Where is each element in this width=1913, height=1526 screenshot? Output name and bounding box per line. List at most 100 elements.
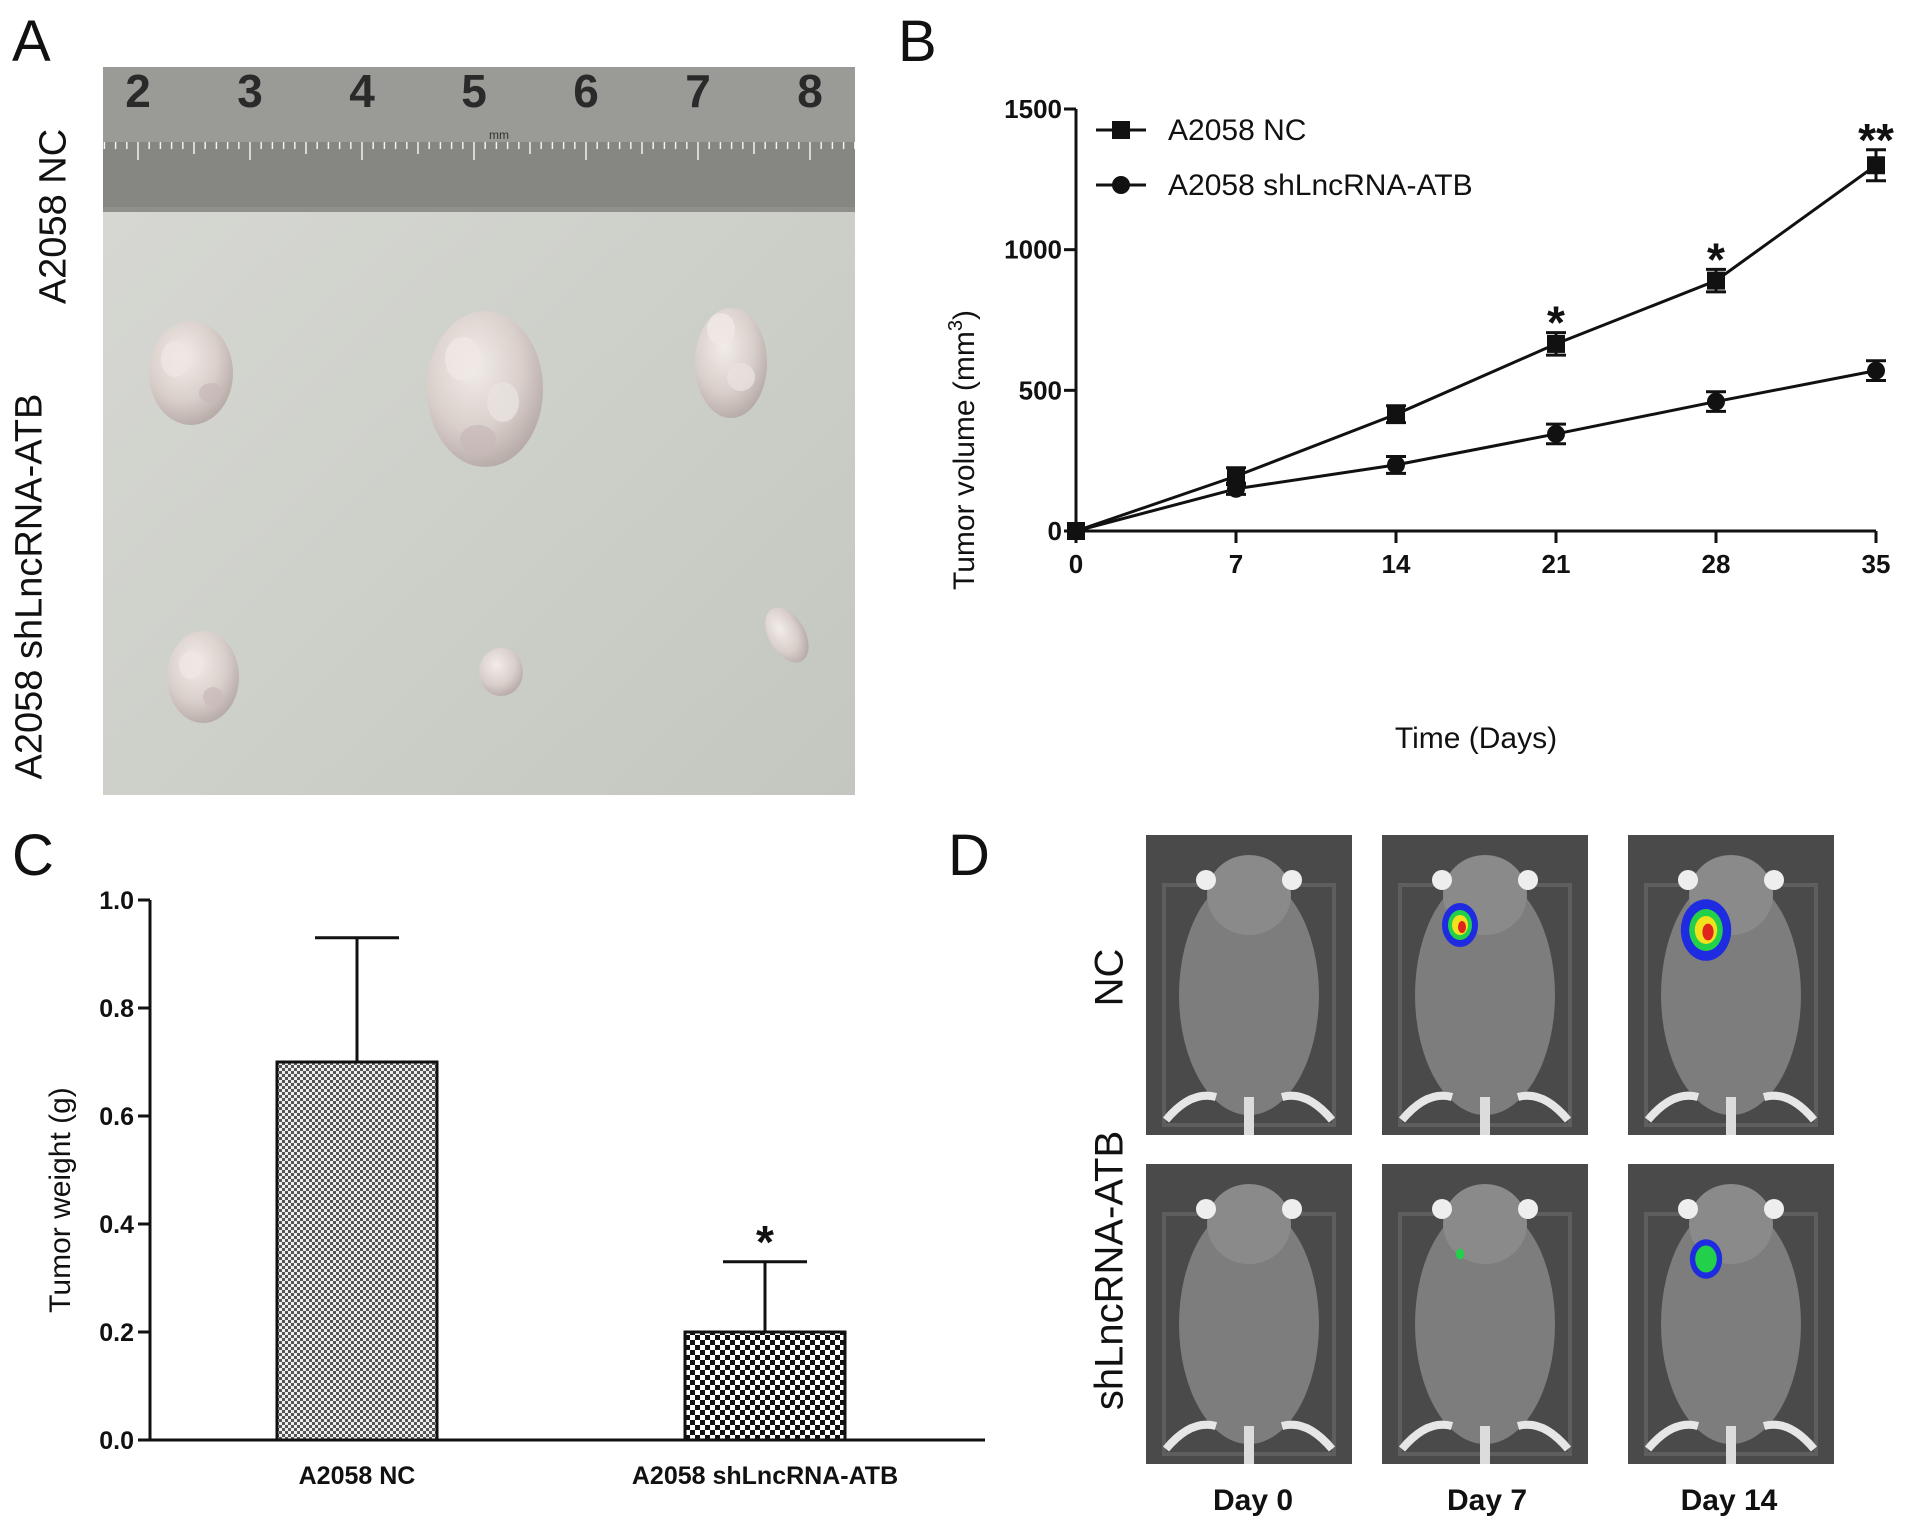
- luminescence-signal: [1458, 921, 1466, 933]
- column-label-day-14: Day 14: [1680, 1484, 1778, 1517]
- tumor-nc-2: [427, 311, 543, 467]
- row-label-shlncrna: A2058 shLncRNA-ATB: [8, 393, 51, 780]
- y-axis-label: Tumor weight (g): [44, 1087, 77, 1313]
- mouse-tail: [1726, 1426, 1736, 1464]
- mouse-paw: [1282, 1199, 1302, 1219]
- x-tick-label: 14: [1382, 549, 1411, 579]
- data-point-square: [1547, 334, 1565, 353]
- panel-letter-b: B: [898, 9, 937, 74]
- ruler-number: 7: [685, 67, 711, 117]
- x-category-label: A2058 shLncRNA-ATB: [632, 1462, 898, 1490]
- bar-1: [683, 1330, 847, 1442]
- mouse-tail: [1480, 1097, 1490, 1135]
- series-line-0: [1075, 164, 1877, 533]
- mouse-paw: [1518, 870, 1538, 890]
- column-label-day-0: Day 0: [1212, 1484, 1294, 1517]
- mouse-image: [1146, 1164, 1352, 1464]
- y-tick-label: 500: [1019, 375, 1062, 405]
- x-category-label: A2058 NC: [299, 1462, 416, 1490]
- mouse-body: [1415, 1204, 1555, 1444]
- column-label-day-7: Day 7: [1446, 1484, 1528, 1517]
- data-point-square: [1867, 156, 1885, 175]
- mouse-image: [1146, 835, 1352, 1135]
- data-point-circle: [1707, 392, 1725, 411]
- x-tick-label: 35: [1862, 549, 1891, 579]
- mouse-hind-leg-left: [1162, 1091, 1218, 1123]
- row-label-nc-d: NC: [1087, 948, 1132, 1007]
- mouse-image: [1382, 1164, 1588, 1464]
- mouse-head: [1207, 1184, 1291, 1264]
- legend-label: A2058 NC: [1168, 114, 1306, 147]
- tumor-nc-1: [149, 321, 233, 425]
- ruler-number: 8: [797, 67, 823, 117]
- ruler-scale-band: [103, 142, 855, 207]
- mouse-hind-leg-right: [1280, 1420, 1336, 1452]
- row-label-nc: A2058 NC: [32, 128, 75, 305]
- y-tick-label: 0: [1048, 516, 1062, 546]
- mouse-image: [1628, 1164, 1834, 1464]
- mouse-hind-leg-right: [1762, 1091, 1818, 1123]
- data-point-circle: [1867, 361, 1885, 380]
- mouse-head: [1443, 1184, 1527, 1264]
- mouse-hind-leg-right: [1762, 1420, 1818, 1452]
- mouse-paw: [1764, 870, 1784, 890]
- luminescence-signal: [1695, 1245, 1717, 1273]
- significance-marker: *: [756, 1216, 774, 1268]
- tumor-sh-3: [765, 607, 809, 663]
- mouse-head: [1207, 855, 1291, 935]
- mouse-hind-leg-right: [1280, 1091, 1336, 1123]
- panel-letter-d: D: [948, 823, 990, 888]
- mouse-paw: [1196, 1199, 1216, 1219]
- y-tick-label: 0.2: [99, 1319, 134, 1347]
- y-tick-label: 0.4: [99, 1211, 134, 1239]
- y-tick-label: 1.0: [99, 887, 134, 915]
- significance-marker: **: [1858, 114, 1894, 166]
- mouse-tail: [1480, 1426, 1490, 1464]
- data-point-circle: [1387, 455, 1405, 474]
- legend-label: A2058 shLncRNA-ATB: [1168, 169, 1473, 202]
- mouse-hind-leg-left: [1398, 1091, 1454, 1123]
- y-tick-label: 1000: [1004, 235, 1062, 265]
- y-tick-label: 0.0: [99, 1427, 134, 1455]
- tumor-photo: 2 3 4 5 6 7 8 mm: [103, 67, 855, 795]
- mouse-paw: [1764, 1199, 1784, 1219]
- tumor-sh-1: [167, 631, 239, 723]
- ruler-unit-label: mm: [489, 128, 509, 142]
- mouse-body: [1179, 875, 1319, 1115]
- mouse-hind-leg-left: [1398, 1420, 1454, 1452]
- tumor-sh-2: [479, 648, 523, 696]
- y-tick-label: 0.6: [99, 1103, 134, 1131]
- mouse-paw: [1678, 870, 1698, 890]
- ruler-ticks: [103, 142, 855, 207]
- mouse-image: [1628, 835, 1834, 1135]
- mouse-hind-leg-left: [1644, 1091, 1700, 1123]
- data-point-circle: [1067, 522, 1085, 540]
- mouse-body: [1179, 1204, 1319, 1444]
- x-tick-label: 7: [1229, 549, 1243, 579]
- mouse-paw: [1432, 1199, 1452, 1219]
- luminescence-signal: [1702, 923, 1714, 941]
- series-line-1: [1075, 369, 1877, 533]
- x-tick-label: 0: [1069, 549, 1083, 579]
- ruler-number: 3: [237, 67, 263, 117]
- mouse-tail: [1244, 1426, 1254, 1464]
- mouse-hind-leg-right: [1516, 1091, 1572, 1123]
- x-axis-label: Time (Days): [1395, 722, 1557, 755]
- ruler-number: 4: [349, 67, 375, 117]
- legend-marker-square: [1112, 121, 1130, 139]
- mouse-hind-leg-left: [1644, 1420, 1700, 1452]
- y-tick-label: 0.8: [99, 995, 134, 1023]
- panel-letter-c: C: [12, 823, 54, 888]
- ruler-numbers: 2 3 4 5 6 7 8: [125, 67, 823, 117]
- mouse-paw: [1518, 1199, 1538, 1219]
- y-tick-label: 1500: [1004, 94, 1062, 124]
- mouse-hind-leg-right: [1516, 1420, 1572, 1452]
- panel-letter-a: A: [12, 9, 51, 74]
- y-axis-label: Tumor volume (mm3): [945, 310, 981, 590]
- mouse-paw: [1432, 870, 1452, 890]
- mouse-paw: [1282, 870, 1302, 890]
- tumor-weight-chart: 0.0 0.2 0.4 0.6 0.8 1.0 A2058 NC A2058 shLncRN…: [44, 887, 985, 1490]
- row-label-shlncrna-d: shLncRNA-ATB: [1087, 1130, 1132, 1411]
- mouse-tail: [1726, 1097, 1736, 1135]
